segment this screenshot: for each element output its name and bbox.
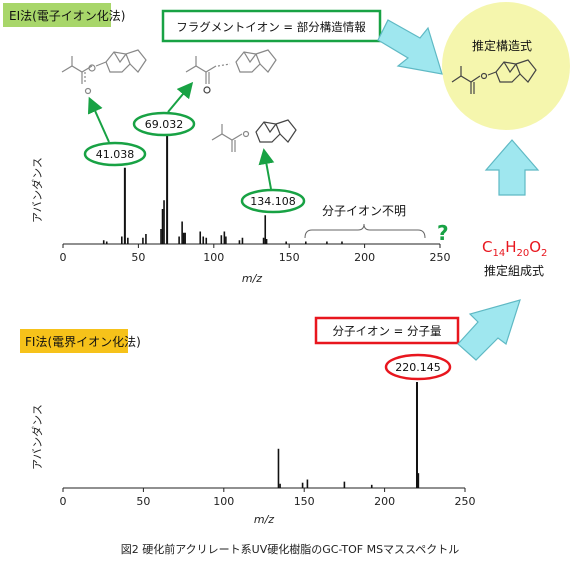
peak-label-134-text: 134.108 — [250, 195, 296, 208]
x-tick-label: 150 — [279, 251, 300, 264]
fragment-structure-69 — [185, 49, 277, 94]
fi-x-axis-label: m/z — [254, 513, 274, 526]
arrow-134 — [258, 148, 275, 190]
x-tick-label: 100 — [213, 495, 234, 508]
x-tick-label: 200 — [354, 251, 375, 264]
x-tick-label: 50 — [131, 251, 145, 264]
peak-label-220-text: 220.145 — [395, 361, 441, 374]
formula-label: 推定組成式 — [484, 263, 544, 278]
x-tick-label: 200 — [374, 495, 395, 508]
x-tick-label: 50 — [136, 495, 150, 508]
x-tick-label: 0 — [60, 251, 67, 264]
formula-text: C14H20O2 — [482, 238, 547, 259]
peak-label-220: 220.145 — [384, 353, 452, 381]
formula: C14H20O2 — [482, 238, 547, 259]
fi-y-axis-label: アバンダンス — [30, 404, 44, 470]
unknown-ion-bracket — [304, 223, 426, 239]
block-arrow-to-structure — [377, 19, 443, 75]
fi-x-ticks: 0 50 100 150 200 250 — [60, 488, 476, 508]
fragment-structure-41 — [61, 49, 147, 95]
peak-label-41: 41.038 — [83, 141, 147, 167]
peak-label-69: 69.032 — [132, 111, 196, 137]
peak-label-41-text: 41.038 — [96, 148, 135, 161]
estimated-structure-bubble: 推定構造式 — [442, 2, 570, 130]
peak-label-134: 134.108 — [240, 188, 306, 214]
ei-y-axis-label: アバンダンス — [30, 157, 44, 223]
fragment-note-box: フラグメントイオン = 部分構造情報 — [161, 9, 382, 43]
x-tick-label: 100 — [203, 251, 224, 264]
x-tick-label: 250 — [430, 251, 451, 264]
fragment-note-text: フラグメントイオン = 部分構造情報 — [176, 20, 366, 34]
green-arrows — [87, 81, 275, 190]
ei-x-ticks: 0 50 100 150 200 250 — [60, 244, 451, 264]
block-arrow-up — [484, 139, 540, 196]
x-tick-label: 0 — [60, 495, 67, 508]
question-mark: ? — [437, 221, 449, 245]
molecular-ion-note-text: 分子イオン = 分子量 — [333, 324, 442, 338]
arrow-69 — [167, 81, 194, 113]
x-tick-label: 250 — [455, 495, 476, 508]
peak-label-69-text: 69.032 — [145, 118, 184, 131]
figure-caption: 図2 硬化前アクリレート系UV硬化樹脂のGC-TOF MSマススペクトル — [120, 543, 460, 556]
fi-peaks — [277, 382, 420, 488]
estimated-structure-drawing — [451, 59, 537, 94]
ei-badge: EI法(電子イオン化法) — [3, 3, 126, 27]
fragment-structure-134 — [211, 119, 297, 152]
unknown-ion-note: 分子イオン不明 — [322, 204, 406, 218]
ei-peaks — [102, 119, 343, 244]
arrow-41 — [87, 96, 110, 143]
fi-badge-text: FI法(電界イオン化法) — [25, 335, 141, 349]
molecular-ion-note-box: 分子イオン = 分子量 — [314, 316, 460, 345]
x-tick-label: 150 — [294, 495, 315, 508]
block-arrow-to-formula — [457, 299, 521, 361]
estimated-structure-label: 推定構造式 — [472, 38, 532, 53]
fi-badge: FI法(電界イオン化法) — [20, 329, 141, 353]
ei-badge-text: EI法(電子イオン化法) — [9, 9, 126, 23]
ei-x-axis-label: m/z — [242, 272, 262, 285]
